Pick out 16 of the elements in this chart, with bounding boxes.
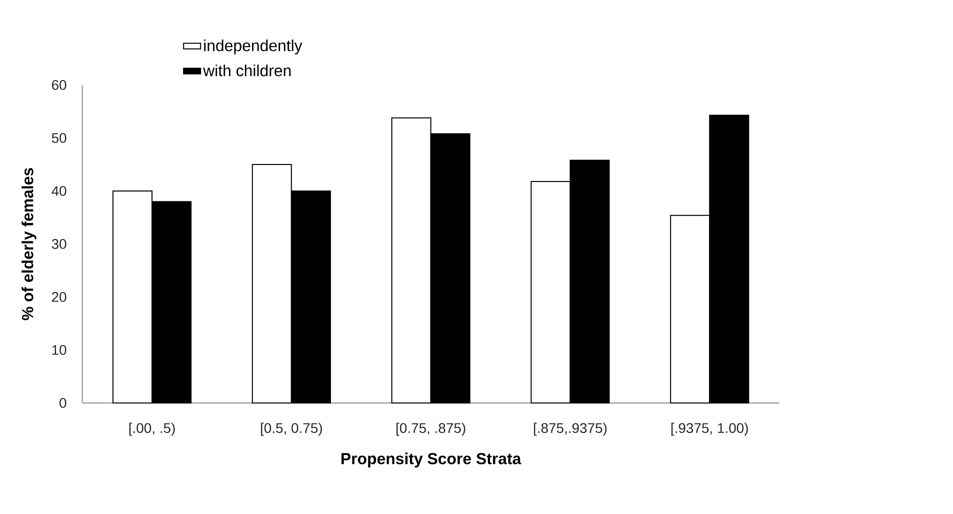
x-tick-label: [.9375, 1.00) <box>671 422 748 436</box>
y-tick-label: 40 <box>52 186 66 196</box>
y-tick-label: 60 <box>52 80 66 90</box>
x-axis-title: Propensity Score Strata <box>342 452 522 468</box>
legend-label: with children <box>203 64 291 76</box>
y-tick-label: 10 <box>52 345 66 355</box>
x-tick-label: [.875,.9375) <box>534 422 607 436</box>
x-tick-label: [0.5, 0.75) <box>261 422 322 436</box>
y-tick-label: 30 <box>52 239 66 249</box>
y-tick-label: 0 <box>60 398 66 408</box>
x-tick-label: [.00, .5) <box>129 422 175 436</box>
y-axis-title: % of elderly females <box>22 168 36 320</box>
legend-label: independently <box>204 40 302 54</box>
y-tick-label: 50 <box>52 133 66 143</box>
y-tick-label: 20 <box>52 292 66 302</box>
x-tick-label: [0.75, .875) <box>396 422 466 436</box>
